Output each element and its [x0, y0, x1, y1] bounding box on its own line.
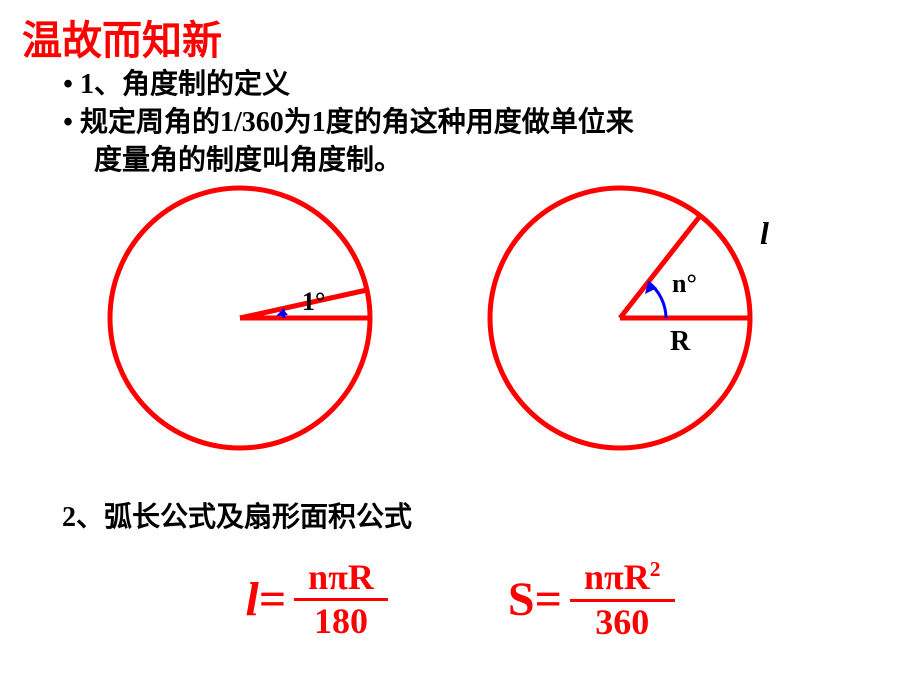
diagrams-container: 1° n° R l [40, 178, 880, 468]
formula-arc-length: l= nπR 180 [245, 558, 387, 642]
formulas-row: l= nπR 180 S= nπR2 360 [0, 558, 920, 642]
formula-area-fraction: nπR2 360 [570, 558, 675, 642]
diagrams-svg: 1° n° R l [40, 178, 880, 468]
formula-sector-area: S= nπR2 360 [508, 558, 675, 642]
bullet-text-2a: 规定周角的1/360为1度的角这种用度做单位来 [80, 107, 634, 138]
bullet-definition-heading: •1、角度制的定义 [56, 62, 290, 102]
formula-arc-numerator: nπR [294, 559, 388, 602]
formula-arc-lhs: l= [245, 572, 286, 627]
formula-arc-denominator: 180 [314, 601, 368, 641]
subheading-formulas: 2、弧长公式及扇形面积公式 [62, 495, 412, 535]
bullet-dot: • [56, 69, 80, 101]
bullet-text-1: 1、角度制的定义 [80, 69, 290, 100]
formula-area-numerator: nπR2 [570, 558, 675, 602]
formula-area-denominator: 360 [595, 602, 649, 642]
circle-1-angle-label: 1° [302, 287, 325, 316]
formula-area-var: S [508, 573, 535, 626]
formula-arc-eq: = [259, 573, 286, 626]
bullet-definition-line1: •规定周角的1/360为1度的角这种用度做单位来 [56, 100, 634, 140]
formula-area-num-base: nπR [584, 557, 650, 597]
circle-2-radius-label: R [670, 326, 691, 357]
bullet-definition-line2: 度量角的制度叫角度制。 [94, 138, 402, 178]
bullet-text-2b: 度量角的制度叫角度制。 [94, 145, 402, 176]
page-title: 温故而知新 [22, 8, 222, 66]
formula-area-lhs: S= [508, 572, 562, 627]
bullet-dot: • [56, 107, 80, 139]
formula-arc-fraction: nπR 180 [294, 559, 388, 642]
formula-area-eq: = [535, 573, 562, 626]
circle-2-arc-label: l [760, 215, 769, 251]
formula-arc-var: l [245, 573, 258, 626]
formula-area-num-exp: 2 [650, 557, 661, 581]
circle-2-radius-b [620, 216, 700, 318]
circle-2-angle-label: n° [672, 269, 697, 298]
